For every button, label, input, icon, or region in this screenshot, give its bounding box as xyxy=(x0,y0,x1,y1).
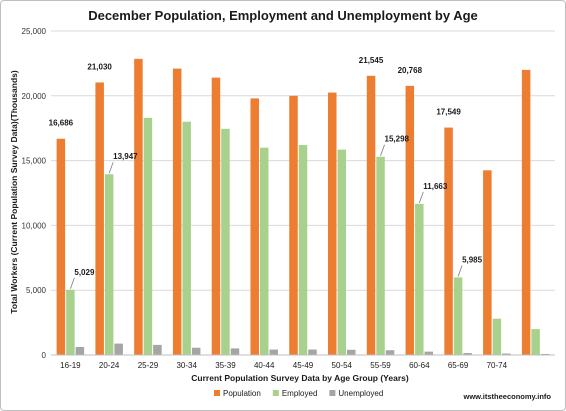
bar-unemployed-45-49 xyxy=(308,349,317,355)
x-tick-label: 16-19 xyxy=(60,361,81,370)
data-label: 20,768 xyxy=(398,66,423,75)
bar-population-35-39 xyxy=(211,77,221,355)
label-leader-line xyxy=(70,277,75,289)
x-tick-label: 40-44 xyxy=(254,361,275,370)
x-tick-label: 60-64 xyxy=(409,361,430,370)
bar-population-20-24 xyxy=(95,82,104,355)
x-tick-label: 65-69 xyxy=(448,361,469,370)
bar-population-40-44 xyxy=(250,98,259,355)
bar-population-50-54 xyxy=(328,92,337,355)
y-tick-label: 10,000 xyxy=(22,221,47,230)
bar-population-last xyxy=(521,69,531,355)
bar-employed-25-29 xyxy=(143,117,153,355)
bar-employed-20-24 xyxy=(104,174,114,355)
data-label: 21,030 xyxy=(87,62,112,71)
legend-label-unemployed: Unemployed xyxy=(338,389,383,398)
y-tick-label: 0 xyxy=(42,351,47,360)
label-leader-line xyxy=(108,162,114,174)
bar-population-25-29 xyxy=(134,58,143,355)
legend-swatch-unemployed xyxy=(329,390,336,396)
legend-label-population: Population xyxy=(223,389,261,398)
label-leader-line xyxy=(418,191,424,203)
x-tick-label: 35-39 xyxy=(215,361,236,370)
x-tick-label: 45-49 xyxy=(293,361,314,370)
data-label: 13,947 xyxy=(113,152,138,161)
x-tick-label: 20-24 xyxy=(99,361,120,370)
bar-unemployed-60-64 xyxy=(424,351,434,355)
bar-unemployed-30-34 xyxy=(191,347,201,355)
bar-employed-35-39 xyxy=(221,128,230,355)
bar-population-16-19 xyxy=(56,138,66,355)
bar-employed-60-64 xyxy=(415,203,424,355)
bar-unemployed-65-69 xyxy=(463,353,472,355)
bar-population-30-34 xyxy=(172,68,182,356)
bar-employed-50-54 xyxy=(337,149,347,355)
x-tick-label: 30-34 xyxy=(176,361,197,370)
bar-unemployed-25-29 xyxy=(153,344,162,355)
data-label: 11,663 xyxy=(423,182,448,191)
bar-employed-40-44 xyxy=(259,147,269,355)
y-tick-label: 25,000 xyxy=(22,27,47,36)
bar-unemployed-40-44 xyxy=(269,349,278,355)
source-note: www.itstheeconomy.info xyxy=(462,392,551,401)
legend-swatch-population xyxy=(214,390,220,396)
x-tick-label: 70-74 xyxy=(487,361,508,370)
data-labels: 16,686 21,030 21,545 20,768 17,549 5,029 13,94… xyxy=(49,56,483,289)
data-label: 21,545 xyxy=(359,56,384,65)
data-label: 5,985 xyxy=(462,255,483,264)
bar-employed-55-59 xyxy=(376,156,385,355)
bar-unemployed-50-54 xyxy=(347,349,356,355)
bar-employed-16-19 xyxy=(66,289,75,355)
bar-population-65-69 xyxy=(444,127,453,355)
y-tick-label: 15,000 xyxy=(22,157,47,166)
data-label: 5,029 xyxy=(74,268,95,277)
bars xyxy=(56,58,550,356)
x-tick-label: 55-59 xyxy=(370,361,391,370)
bar-employed-65-69 xyxy=(453,277,463,355)
bar-population-55-59 xyxy=(366,75,376,356)
bar-population-45-49 xyxy=(289,95,298,356)
label-leader-line xyxy=(380,144,385,156)
bar-unemployed-last xyxy=(540,353,550,355)
bar-employed-45-49 xyxy=(298,145,308,355)
chart-title: December Population, Employment and Unem… xyxy=(88,8,478,23)
x-tick-label: 50-54 xyxy=(332,361,353,370)
y-axis-title: Total Workers (Current Population Survey… xyxy=(9,70,19,314)
data-label: 15,298 xyxy=(385,135,410,144)
bar-population-60-64 xyxy=(405,85,415,356)
bar-population-70-74 xyxy=(483,170,492,355)
bar-employed-30-34 xyxy=(182,121,191,355)
data-label: 16,686 xyxy=(49,119,74,128)
legend-label-employed: Employed xyxy=(282,389,318,398)
bar-employed-70-74 xyxy=(492,318,502,355)
label-leader-line xyxy=(457,265,463,277)
bar-unemployed-35-39 xyxy=(230,348,240,355)
legend-swatch-employed xyxy=(272,390,279,396)
bar-unemployed-70-74 xyxy=(502,353,511,355)
y-tick-label: 5,000 xyxy=(26,286,47,295)
bar-employed-last xyxy=(531,329,540,355)
bar-unemployed-16-19 xyxy=(75,346,85,355)
axes: 0 5,000 10,000 15,000 20,000 25,000 16-19 20-24… xyxy=(22,27,555,370)
x-axis-title: Current Population Survey Data by Age Gr… xyxy=(191,373,409,383)
data-label: 17,549 xyxy=(436,108,461,117)
x-tick-label: 25-29 xyxy=(138,361,159,370)
bar-unemployed-20-24 xyxy=(114,343,123,355)
bar-unemployed-55-59 xyxy=(385,350,395,355)
y-tick-label: 20,000 xyxy=(22,92,47,101)
legend: Population Employed Unemployed xyxy=(214,389,383,398)
